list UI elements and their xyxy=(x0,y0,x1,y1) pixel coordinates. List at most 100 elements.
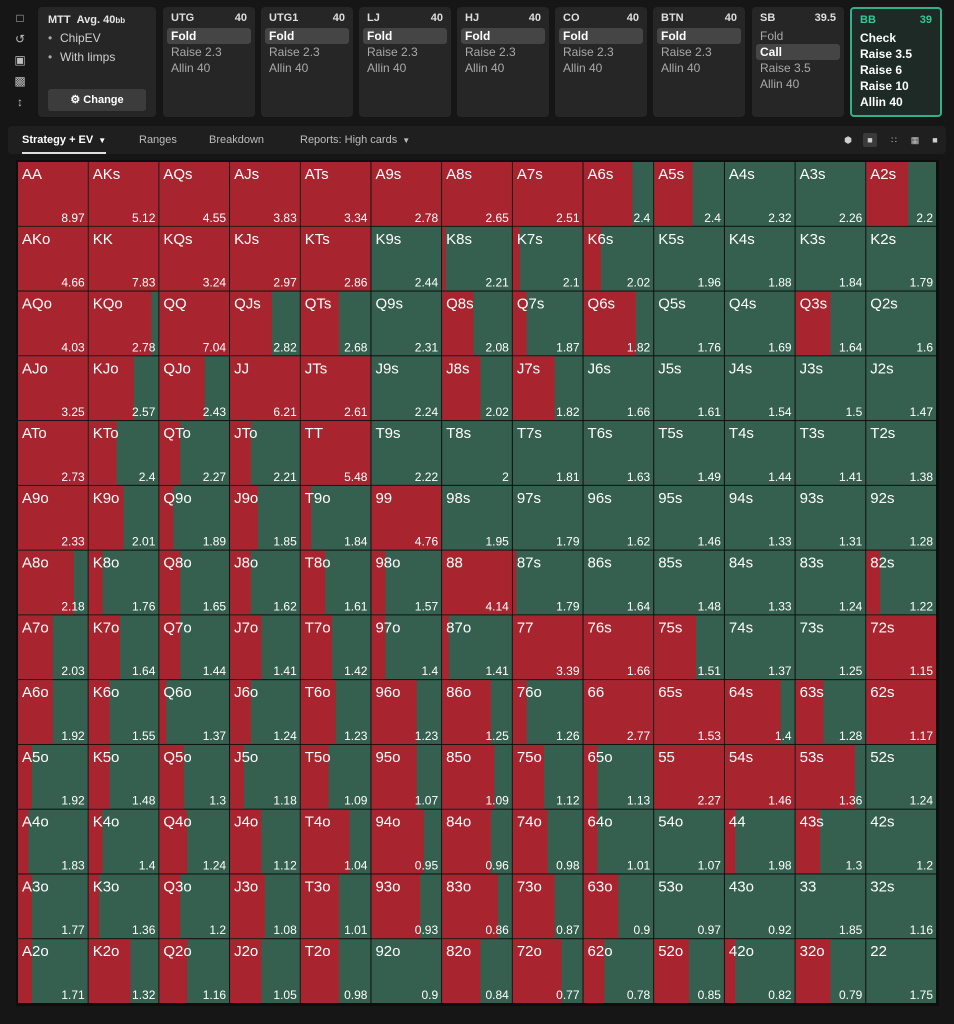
hand-cell-AKs[interactable]: AKs 5.12 xyxy=(88,162,159,226)
hand-cell-TT[interactable]: TT 5.48 xyxy=(300,421,371,485)
hand-cell-92o[interactable]: 92o 0.9 xyxy=(371,939,442,1003)
hand-cell-J2s[interactable]: J2s 1.47 xyxy=(866,356,936,421)
action-option[interactable]: Raise 6 xyxy=(860,63,903,77)
hand-cell-93s[interactable]: 93s 1.31 xyxy=(795,485,866,550)
hand-cell-77[interactable]: 773.39 xyxy=(512,615,583,680)
hand-cell-K9s[interactable]: K9s 2.44 xyxy=(371,226,442,291)
hand-cell-QQ[interactable]: QQ 7.04 xyxy=(159,291,230,356)
hand-cell-54o[interactable]: 54o 1.07 xyxy=(654,809,724,874)
hand-cell-53o[interactable]: 53o 0.97 xyxy=(654,874,724,939)
hand-cell-K9o[interactable]: K9o 2.01 xyxy=(88,485,159,550)
position-panel-bb[interactable]: BB 39 Check Raise 3.5 Raise 6 Raise 10 Allin 4… xyxy=(850,7,942,117)
position-panel-utg1[interactable]: UTG1 40 Fold Raise 2.3 Allin 40 xyxy=(261,7,353,117)
hand-cell-86s[interactable]: 86s 1.64 xyxy=(583,550,654,615)
hand-cell-84o[interactable]: 84o 0.96 xyxy=(442,809,512,874)
hand-cell-A9s[interactable]: A9s 2.78 xyxy=(371,162,442,226)
hand-cell-97o[interactable]: 97o 1.4 xyxy=(371,615,442,680)
hand-cell-A3o[interactable]: A3o 1.77 xyxy=(18,874,88,939)
hand-cell-AQs[interactable]: AQs 4.55 xyxy=(159,162,230,226)
hand-cell-JJ[interactable]: JJ 6.21 xyxy=(230,356,300,421)
hand-cell-A7s[interactable]: A7s 2.51 xyxy=(512,162,583,226)
hand-cell-T2o[interactable]: T2o 0.98 xyxy=(300,939,371,1003)
action-option[interactable]: Allin 40 xyxy=(661,61,701,75)
hand-cell-86o[interactable]: 86o 1.25 xyxy=(442,680,512,744)
hand-cell-96s[interactable]: 96s 1.62 xyxy=(583,485,654,550)
position-panel-utg[interactable]: UTG 40 Fold Raise 2.3 Allin 40 xyxy=(163,7,255,117)
hand-cell-A7o[interactable]: A7o 2.03 xyxy=(18,615,88,680)
hand-cell-Q4o[interactable]: Q4o 1.24 xyxy=(159,809,230,874)
hand-cell-Q7o[interactable]: Q7o 1.44 xyxy=(159,615,230,680)
hand-cell-73s[interactable]: 73s 1.25 xyxy=(795,615,866,680)
action-option[interactable]: Call xyxy=(756,44,840,60)
hand-cell-92s[interactable]: 92s 1.28 xyxy=(866,485,936,550)
action-option[interactable]: Check xyxy=(860,31,897,45)
hand-cell-QTs[interactable]: QTs 2.68 xyxy=(300,291,371,356)
hand-cell-75o[interactable]: 75o 1.12 xyxy=(512,744,583,809)
hand-cell-82o[interactable]: 82o 0.84 xyxy=(442,939,512,1003)
hand-cell-54s[interactable]: 54s 1.46 xyxy=(724,744,795,809)
hand-cell-K4o[interactable]: K4o 1.4 xyxy=(88,809,159,874)
hand-cell-J5o[interactable]: J5o 1.18 xyxy=(230,744,300,809)
hand-cell-T8s[interactable]: T8s 2 xyxy=(442,421,512,485)
tab-reports[interactable]: Reports: High cards ▼ xyxy=(300,134,411,146)
hand-cell-ATs[interactable]: ATs 3.34 xyxy=(300,162,371,226)
hand-cell-Q8o[interactable]: Q8o 1.65 xyxy=(159,550,230,615)
hand-cell-63s[interactable]: 63s 1.28 xyxy=(795,680,866,744)
hand-cell-Q2s[interactable]: Q2s 1.6 xyxy=(866,291,936,356)
hand-cell-Q5s[interactable]: Q5s 1.76 xyxy=(654,291,724,356)
tab-breakdown[interactable]: Breakdown xyxy=(209,134,265,146)
hand-cell-A9o[interactable]: A9o 2.33 xyxy=(18,485,88,550)
hand-cell-98s[interactable]: 98s 1.95 xyxy=(442,485,512,550)
action-option[interactable]: Fold xyxy=(265,28,349,44)
hand-cell-64s[interactable]: 64s 1.4 xyxy=(724,680,795,744)
hand-cell-K2o[interactable]: K2o 1.32 xyxy=(88,939,159,1003)
action-option[interactable]: Fold xyxy=(167,28,251,44)
position-panel-sb[interactable]: SB 39.5 Fold Call Raise 3.5 Allin 40 xyxy=(752,7,844,117)
hand-cell-A2o[interactable]: A2o 1.71 xyxy=(18,939,88,1003)
hand-cell-43o[interactable]: 43o 0.92 xyxy=(724,874,795,939)
hand-cell-J9o[interactable]: J9o 1.85 xyxy=(230,485,300,550)
hand-cell-K5s[interactable]: K5s 1.96 xyxy=(654,226,724,291)
hand-cell-QTo[interactable]: QTo 2.27 xyxy=(159,421,230,485)
hand-cell-J3o[interactable]: J3o 1.08 xyxy=(230,874,300,939)
hand-cell-93o[interactable]: 93o 0.93 xyxy=(371,874,442,939)
hand-cell-J8s[interactable]: J8s 2.02 xyxy=(442,356,512,421)
hand-cell-65s[interactable]: 65s 1.53 xyxy=(654,680,724,744)
hand-cell-Q6o[interactable]: Q6o 1.37 xyxy=(159,680,230,744)
action-option[interactable]: Raise 3.5 xyxy=(760,61,811,75)
grid-small-icon[interactable]: ∷ xyxy=(891,135,897,145)
tab-strategy-ev[interactable]: Strategy + EV ▼ xyxy=(22,126,107,154)
hand-cell-KQs[interactable]: KQs 3.24 xyxy=(159,226,230,291)
hand-cell-84s[interactable]: 84s 1.33 xyxy=(724,550,795,615)
hand-cell-J4o[interactable]: J4o 1.12 xyxy=(230,809,300,874)
hand-cell-KTs[interactable]: KTs 2.86 xyxy=(300,226,371,291)
hand-cell-K7o[interactable]: K7o 1.64 xyxy=(88,615,159,680)
hand-cell-J6o[interactable]: J6o 1.24 xyxy=(230,680,300,744)
hand-cell-J7s[interactable]: J7s 1.82 xyxy=(512,356,583,421)
hand-cell-83o[interactable]: 83o 0.86 xyxy=(442,874,512,939)
hand-cell-65o[interactable]: 65o 1.13 xyxy=(583,744,654,809)
hand-cell-AQo[interactable]: AQo 4.03 xyxy=(18,291,88,356)
hand-cell-63o[interactable]: 63o 0.9 xyxy=(583,874,654,939)
hand-cell-85o[interactable]: 85o 1.09 xyxy=(442,744,512,809)
hand-cell-A8o[interactable]: A8o 2.18 xyxy=(18,550,88,615)
hand-cell-T9s[interactable]: T9s 2.22 xyxy=(371,421,442,485)
grid-large-icon[interactable]: ▦ xyxy=(910,135,920,145)
hand-cell-K8s[interactable]: K8s 2.21 xyxy=(442,226,512,291)
hand-cell-52o[interactable]: 52o 0.85 xyxy=(654,939,724,1003)
hand-cell-32o[interactable]: 32o 0.79 xyxy=(795,939,866,1003)
action-option[interactable]: Raise 2.3 xyxy=(367,45,418,59)
hand-cell-T7s[interactable]: T7s 1.81 xyxy=(512,421,583,485)
hand-cell-74s[interactable]: 74s 1.37 xyxy=(724,615,795,680)
action-option[interactable]: Allin 40 xyxy=(563,61,603,75)
hand-cell-76s[interactable]: 76s 1.66 xyxy=(583,615,654,680)
hand-cell-Q5o[interactable]: Q5o 1.3 xyxy=(159,744,230,809)
action-option[interactable]: Fold xyxy=(461,28,545,44)
hand-cell-A6o[interactable]: A6o 1.92 xyxy=(18,680,88,744)
hand-cell-52s[interactable]: 52s 1.24 xyxy=(866,744,936,809)
hand-cell-99[interactable]: 994.76 xyxy=(371,485,442,550)
action-option[interactable]: Allin 40 xyxy=(465,61,505,75)
hand-cell-T5o[interactable]: T5o 1.09 xyxy=(300,744,371,809)
hand-cell-AKo[interactable]: AKo 4.66 xyxy=(18,226,88,291)
hand-cell-AJs[interactable]: AJs 3.83 xyxy=(230,162,300,226)
